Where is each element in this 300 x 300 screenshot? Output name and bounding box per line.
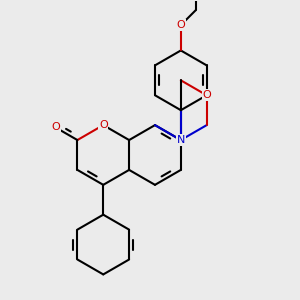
Text: O: O [176, 20, 185, 30]
Text: O: O [99, 120, 108, 130]
Text: O: O [51, 122, 60, 132]
Text: O: O [202, 90, 211, 100]
Text: N: N [177, 135, 185, 145]
